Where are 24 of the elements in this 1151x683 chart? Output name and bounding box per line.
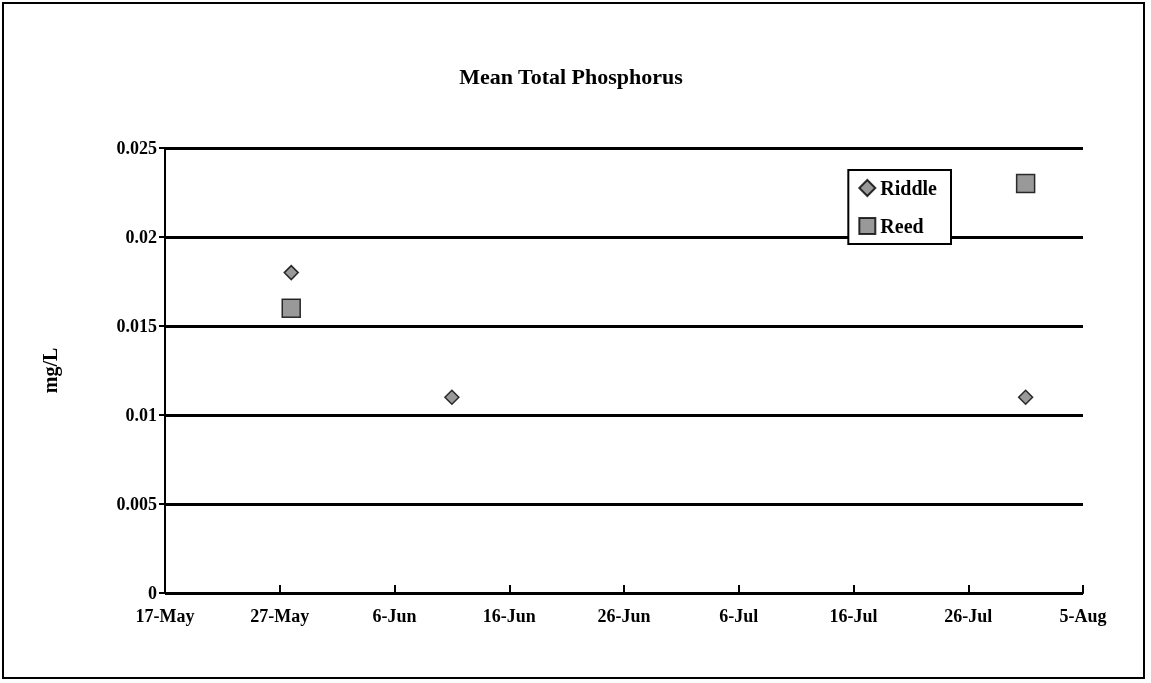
point (444, 389, 460, 405)
x-tick-label: 26-Jun (597, 606, 651, 626)
y-axis-title: mg/L (39, 347, 62, 394)
y-tick-label: 0.025 (116, 138, 157, 158)
x-tick-label: 17-May (135, 606, 195, 626)
y-tick-label: 0.01 (125, 405, 157, 425)
x-tick-label: 27-May (250, 606, 310, 626)
x-tick-label: 16-Jul (829, 606, 878, 626)
chart-title: Mean Total Phosphorus (459, 63, 684, 89)
x-tick-label: 5-Aug (1059, 606, 1107, 626)
point (281, 298, 301, 318)
point (1015, 173, 1036, 194)
y-tick-label: 0.02 (125, 227, 157, 247)
legend-label: Reed (880, 215, 924, 237)
x-tick-label: 6-Jul (719, 606, 759, 626)
x-tick-label: 26-Jul (944, 606, 993, 626)
y-tick-label: 0.015 (116, 316, 157, 336)
point (1017, 389, 1034, 405)
x-tick-label: 6-Jun (372, 606, 417, 626)
y-tick-label: 0.005 (116, 494, 157, 514)
y-tick-label: 0 (148, 583, 157, 603)
legend-label: Riddle (880, 177, 938, 199)
x-tick-label: 16-Jun (482, 606, 536, 626)
point (283, 264, 299, 281)
